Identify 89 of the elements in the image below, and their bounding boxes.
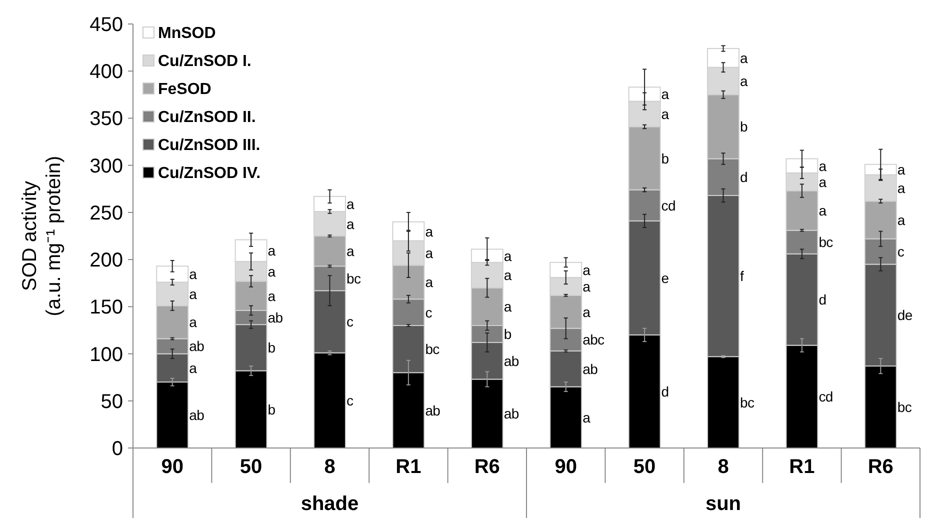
data-label: ab	[504, 352, 520, 369]
data-label: a	[818, 202, 827, 219]
data-label: bc	[740, 394, 754, 410]
data-label: abc	[582, 332, 605, 348]
y-tick-label: 150	[90, 296, 123, 319]
data-label: a	[268, 263, 276, 280]
data-label: b	[740, 118, 748, 135]
data-label: ab	[189, 407, 205, 424]
data-label: e	[661, 270, 670, 286]
y-tick-label: 400	[90, 61, 123, 84]
data-label: cd	[661, 197, 676, 214]
x-tick-label: R6	[868, 456, 894, 478]
legend-label: Cu/ZnSOD IV.	[158, 165, 261, 182]
data-label: a	[818, 158, 827, 174]
data-label: b	[268, 340, 276, 356]
legend-label: MnSOD	[158, 25, 216, 42]
text: sun	[705, 493, 742, 515]
data-label: ab	[268, 310, 284, 326]
data-label: de	[897, 307, 913, 324]
data-label: a	[425, 274, 434, 290]
data-label: a	[740, 73, 748, 90]
x-tick-label: 8	[324, 456, 336, 478]
x-tick-label: 50	[633, 456, 656, 478]
data-label: b	[268, 401, 276, 418]
data-label: a	[661, 86, 670, 102]
x-tick-label: R6	[474, 456, 500, 478]
data-label: a	[346, 243, 354, 260]
data-label: a	[897, 180, 906, 196]
data-label: a	[504, 267, 512, 284]
data-label: a	[268, 288, 276, 304]
x-tick-label: 90	[161, 456, 184, 478]
data-label: a	[661, 106, 670, 122]
data-label: d	[661, 383, 669, 400]
data-label: a	[425, 223, 434, 240]
data-label: a	[189, 314, 198, 330]
data-label: a	[582, 262, 591, 278]
data-label: a	[582, 409, 591, 426]
data-label: c	[425, 304, 432, 320]
data-label: a	[504, 248, 512, 264]
data-label: b	[661, 150, 670, 166]
data-label: bc	[897, 399, 912, 416]
data-label: a	[425, 244, 434, 261]
x-tick-label: R1	[789, 456, 815, 478]
data-label: a	[346, 196, 354, 212]
y-tick-label: 300	[90, 155, 123, 178]
y-tick-label: 0	[112, 438, 123, 460]
data-label: c	[897, 244, 904, 260]
data-label: a	[189, 266, 198, 282]
data-label: bc	[818, 234, 834, 250]
data-label: b	[504, 326, 512, 342]
data-label: a	[740, 50, 748, 66]
data-label: ab	[582, 360, 598, 377]
data-label: ab	[504, 406, 520, 422]
data-label: a	[268, 242, 276, 259]
data-label: a	[818, 174, 827, 190]
legend-label: FeSOD	[158, 81, 212, 98]
data-label: d	[818, 292, 826, 308]
text: shade	[300, 493, 359, 515]
data-label: a	[897, 212, 906, 228]
y-tick-label: 250	[90, 202, 123, 224]
data-label: a	[346, 216, 354, 232]
data-label: a	[582, 304, 591, 320]
data-label: cd	[818, 388, 833, 405]
data-label: f	[740, 268, 744, 284]
data-label: c	[346, 314, 354, 330]
legend-label: Cu/ZnSOD I.	[158, 53, 252, 70]
data-label: ab	[425, 402, 441, 418]
y-tick-label: 50	[100, 390, 123, 413]
data-label: bc	[425, 341, 440, 358]
x-tick-label: 90	[554, 456, 577, 478]
data-label: c	[346, 392, 354, 408]
data-label: a	[897, 162, 906, 178]
x-tick-label: 50	[240, 456, 262, 478]
y-tick-label: 350	[90, 108, 123, 130]
x-tick-label: R1	[396, 456, 422, 478]
y-tick-label: 200	[90, 250, 123, 272]
y-tick-label: 450	[90, 14, 123, 36]
data-label: d	[740, 169, 748, 186]
legend-label: Cu/ZnSOD III.	[158, 137, 260, 154]
data-label: bc	[346, 270, 361, 286]
legend-label: Cu/ZnSOD II.	[158, 109, 256, 126]
y-tick-label: 100	[90, 344, 123, 366]
data-label: a	[189, 360, 198, 376]
data-label: a	[582, 278, 591, 294]
y-axis-title: SOD activity (a.u. mg⁻¹ protein)	[19, 156, 65, 316]
x-tick-label: 8	[718, 456, 729, 478]
data-label: ab	[189, 338, 205, 354]
data-label: a	[504, 298, 512, 315]
data-label: a	[189, 286, 198, 302]
